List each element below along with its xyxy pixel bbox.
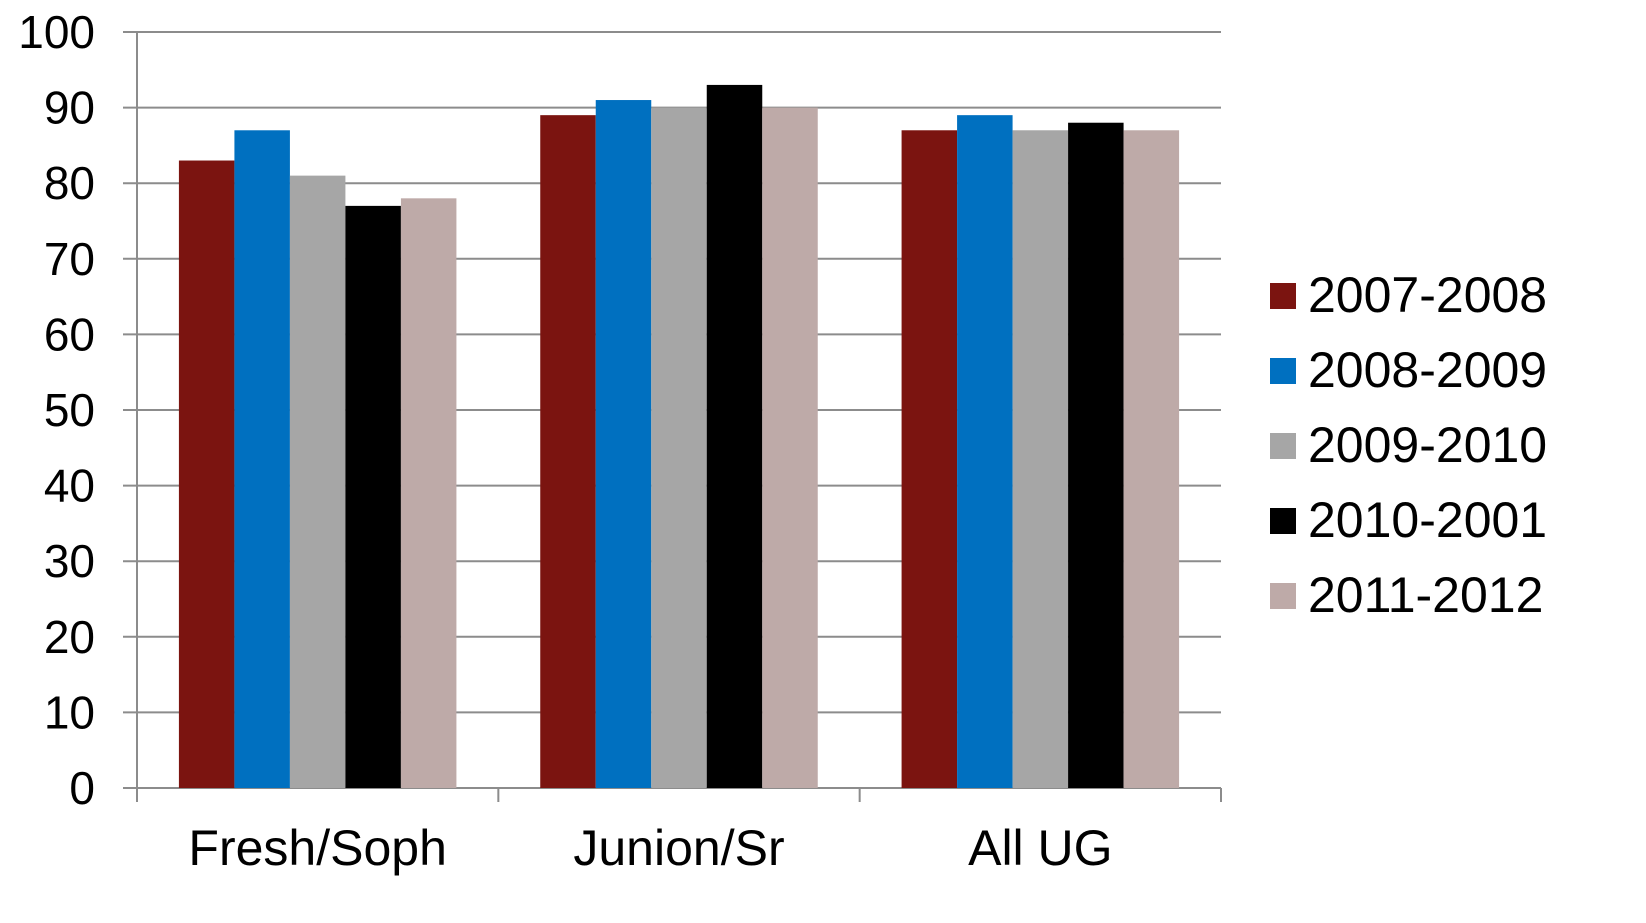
y-tick-label: 10 bbox=[44, 686, 95, 738]
bar-2009-2010-fresh-soph bbox=[289, 175, 346, 788]
legend-label: 2008-2009 bbox=[1308, 342, 1547, 398]
bar-2007-2008-junion-sr bbox=[540, 115, 596, 788]
bar-2010-2001-fresh-soph bbox=[345, 205, 401, 788]
y-tick-label: 100 bbox=[18, 6, 95, 58]
y-tick-label: 80 bbox=[44, 157, 95, 209]
bar-2008-2009-all-ug bbox=[957, 115, 1013, 788]
x-category-label: Junion/Sr bbox=[573, 820, 784, 876]
bar-2010-2001-junion-sr bbox=[706, 84, 763, 789]
bar-2011-2012-fresh-soph bbox=[400, 198, 457, 788]
axis-labels: 0 10 20 30 40 50 60 70 80 90 100 Fresh/Soph Junion/S… bbox=[18, 6, 1112, 876]
legend-swatch bbox=[1270, 283, 1296, 309]
legend-label: 2010-2001 bbox=[1308, 492, 1547, 548]
legend-swatch bbox=[1270, 358, 1296, 384]
y-tick-label: 0 bbox=[69, 762, 95, 814]
legend-swatch bbox=[1270, 508, 1296, 534]
bar-2009-2010-all-ug bbox=[1012, 130, 1069, 788]
bar-2011-2012-all-ug bbox=[1123, 130, 1180, 788]
legend-swatch bbox=[1270, 583, 1296, 609]
x-category-label: All UG bbox=[968, 820, 1112, 876]
bar-2007-2008-fresh-soph bbox=[178, 160, 235, 788]
bars bbox=[178, 84, 1180, 789]
bar-2009-2010-junion-sr bbox=[651, 107, 707, 789]
legend-label: 2011-2012 bbox=[1308, 567, 1543, 623]
legend-label: 2009-2010 bbox=[1308, 417, 1547, 473]
x-category-label: Fresh/Soph bbox=[188, 820, 446, 876]
bar-2010-2001-all-ug bbox=[1068, 122, 1124, 789]
y-tick-label: 40 bbox=[44, 460, 95, 512]
bar-2007-2008-all-ug bbox=[901, 130, 958, 788]
y-tick-label: 50 bbox=[44, 384, 95, 436]
legend-swatch bbox=[1270, 433, 1296, 459]
bar-2008-2009-junion-sr bbox=[595, 100, 652, 789]
y-tick-label: 70 bbox=[44, 233, 95, 285]
y-tick-label: 90 bbox=[44, 82, 95, 134]
y-tick-label: 30 bbox=[44, 535, 95, 587]
legend: 2007-2008 2008-2009 2009-2010 2010-2001 2011… bbox=[1270, 267, 1547, 623]
y-tick-label: 60 bbox=[44, 308, 95, 360]
legend-label: 2007-2008 bbox=[1308, 267, 1547, 323]
y-tick-label: 20 bbox=[44, 611, 95, 663]
bar-2008-2009-fresh-soph bbox=[234, 130, 290, 788]
bar-2011-2012-junion-sr bbox=[762, 107, 818, 789]
